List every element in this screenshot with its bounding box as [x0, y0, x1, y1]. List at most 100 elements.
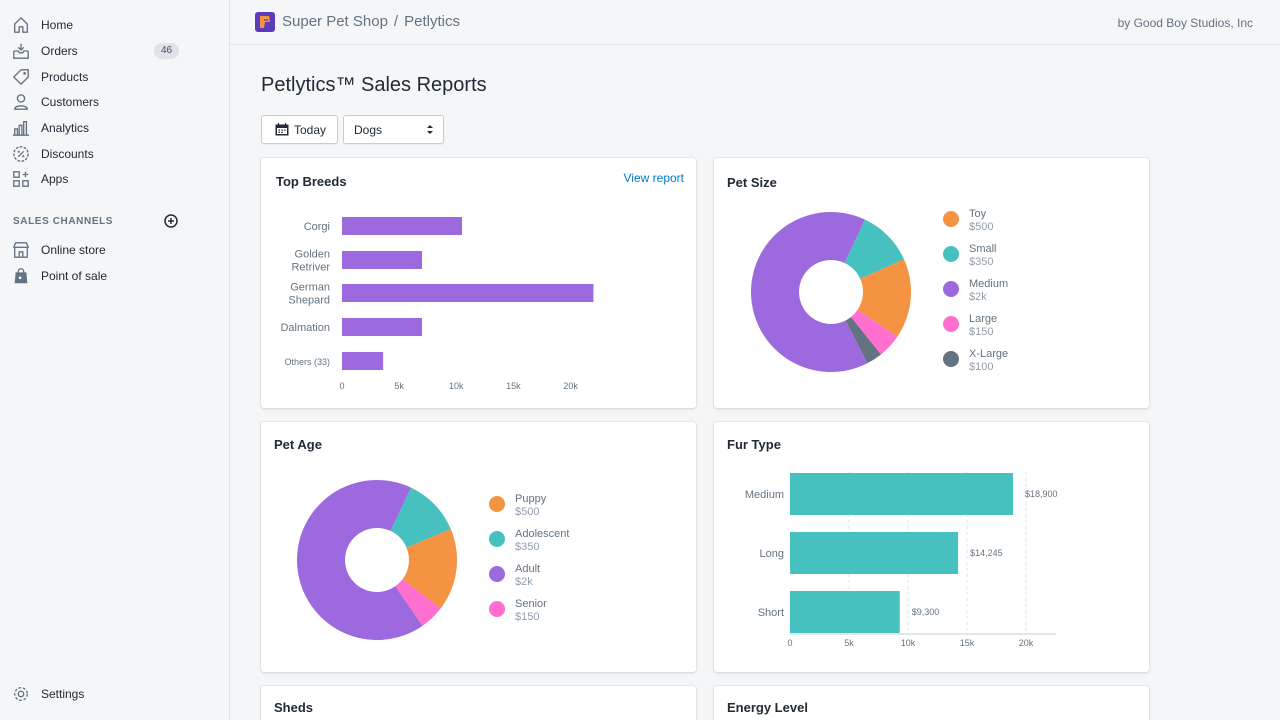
sidebar-item-online-store[interactable]: Online store: [0, 237, 229, 263]
add-channel-icon[interactable]: [163, 213, 179, 229]
data-label: $18,900: [1025, 489, 1058, 499]
home-icon: [12, 16, 30, 34]
category-label: Medium: [745, 489, 784, 501]
legend-value: $150: [515, 611, 540, 623]
legend-swatch: [489, 601, 505, 617]
shop-name[interactable]: Super Pet Shop: [282, 13, 388, 30]
category-label: Long: [760, 548, 784, 560]
card-title: Pet Size: [727, 175, 777, 190]
sidebar-item-products[interactable]: Products: [0, 64, 229, 90]
pet-size-card: Pet Size Toy $500 Small $350 Medium $2k Large $…: [714, 158, 1149, 408]
legend-label: Puppy: [515, 493, 547, 505]
legend-label: Medium: [969, 278, 1009, 290]
legend-label: Senior: [515, 598, 547, 610]
card-title: Sheds: [274, 700, 314, 715]
sidebar-item-label: Online store: [41, 243, 106, 257]
date-range-label: Today: [294, 122, 327, 137]
top-breeds-card: Top Breeds View report Corgi Golden Retriv…: [261, 158, 696, 408]
bar: [342, 217, 462, 235]
sidebar-item-label: Products: [41, 70, 89, 84]
gear-icon: [12, 685, 30, 703]
orders-count-badge: 46: [154, 43, 180, 59]
sales-channels-heading: SALES CHANNELS: [13, 216, 114, 227]
pie-slice: [395, 579, 441, 626]
sidebar-item-home[interactable]: Home: [0, 12, 229, 38]
person-icon: [12, 93, 30, 111]
legend-value: $350: [515, 541, 540, 553]
app-name: Petlytics: [404, 13, 460, 30]
sidebar-item-point-of-sale[interactable]: Point of sale: [0, 263, 229, 289]
pet-age-donut-chart: [297, 480, 457, 640]
category-label: Short: [758, 607, 784, 619]
bar: [790, 532, 959, 574]
category-label: Shepard: [288, 295, 330, 307]
legend-label: Adult: [515, 563, 541, 575]
select-arrows-icon: [426, 124, 434, 135]
legend-swatch: [489, 566, 505, 582]
discount-icon: [12, 145, 30, 163]
legend-label: X-Large: [969, 348, 1009, 360]
shopping-bag-icon: [12, 267, 30, 285]
category-label: Corgi: [304, 221, 330, 233]
breadcrumb-separator: /: [393, 13, 399, 30]
pie-slice: [751, 212, 868, 372]
card-title: Energy Level: [727, 700, 808, 715]
tag-icon: [12, 68, 30, 86]
x-tick-label: 20k: [563, 381, 578, 391]
x-tick-label: 5k: [394, 381, 404, 391]
legend-swatch: [489, 496, 505, 512]
x-tick-label: 15k: [506, 381, 521, 391]
sidebar-item-settings[interactable]: Settings: [0, 681, 229, 707]
pie-slice: [857, 259, 911, 337]
legend-value: $2k: [969, 291, 987, 303]
pie-slice: [844, 219, 904, 279]
legend-swatch: [943, 316, 959, 332]
legend-label: Adolescent: [515, 528, 570, 540]
sidebar-item-discounts[interactable]: Discounts: [0, 141, 229, 167]
breadcrumb: Super Pet Shop / Petlytics: [282, 13, 460, 30]
sidebar-item-customers[interactable]: Customers: [0, 89, 229, 115]
bar: [790, 473, 1014, 515]
top-bar: Super Pet Shop / Petlytics by Good Boy Stu…: [230, 0, 1280, 45]
pie-slice: [850, 309, 898, 355]
sidebar-item-analytics[interactable]: Analytics: [0, 115, 229, 141]
bar-chart-icon: [12, 119, 30, 137]
legend-label: Toy: [969, 208, 987, 220]
bar: [342, 318, 422, 336]
bar: [790, 591, 900, 633]
date-range-button[interactable]: Today: [261, 115, 338, 144]
sidebar-item-orders[interactable]: Orders 46: [0, 38, 229, 64]
category-label: Dalmation: [280, 322, 330, 334]
category-select[interactable]: Dogs: [343, 115, 444, 144]
pie-slice: [402, 528, 457, 609]
pet-size-donut-chart: [751, 212, 911, 372]
legend-label: Small: [969, 243, 997, 255]
pie-slice: [845, 316, 881, 364]
bar: [342, 251, 422, 269]
legend-label: Large: [969, 313, 998, 325]
calendar-icon: [275, 123, 289, 136]
app-logo-icon[interactable]: [255, 12, 275, 32]
legend-value: $500: [515, 506, 540, 518]
legend-value: $150: [969, 326, 994, 338]
pie-slice: [390, 487, 451, 548]
pet-age-legend: Puppy $500 Adolescent $350 Adult $2k Senior $15…: [489, 493, 669, 643]
card-title: Top Breeds: [276, 174, 347, 189]
x-tick-label: 15k: [960, 638, 975, 648]
energy-level-card: Energy Level: [714, 686, 1149, 720]
x-tick-label: 10k: [449, 381, 464, 391]
apps-icon: [12, 170, 30, 188]
card-title: Fur Type: [727, 437, 781, 452]
view-report-link[interactable]: View report: [623, 171, 684, 185]
legend-swatch: [943, 351, 959, 367]
legend-swatch: [489, 531, 505, 547]
bar: [342, 284, 594, 302]
orders-icon: [12, 42, 30, 60]
sidebar-item-apps[interactable]: Apps: [0, 166, 229, 192]
x-tick-label: 10k: [901, 638, 916, 648]
sidebar: Home Orders 46 Products Customers Analyt…: [0, 0, 230, 720]
category-label: Retriver: [291, 262, 330, 274]
legend-value: $2k: [515, 576, 533, 588]
category-label: Golden: [295, 249, 330, 261]
